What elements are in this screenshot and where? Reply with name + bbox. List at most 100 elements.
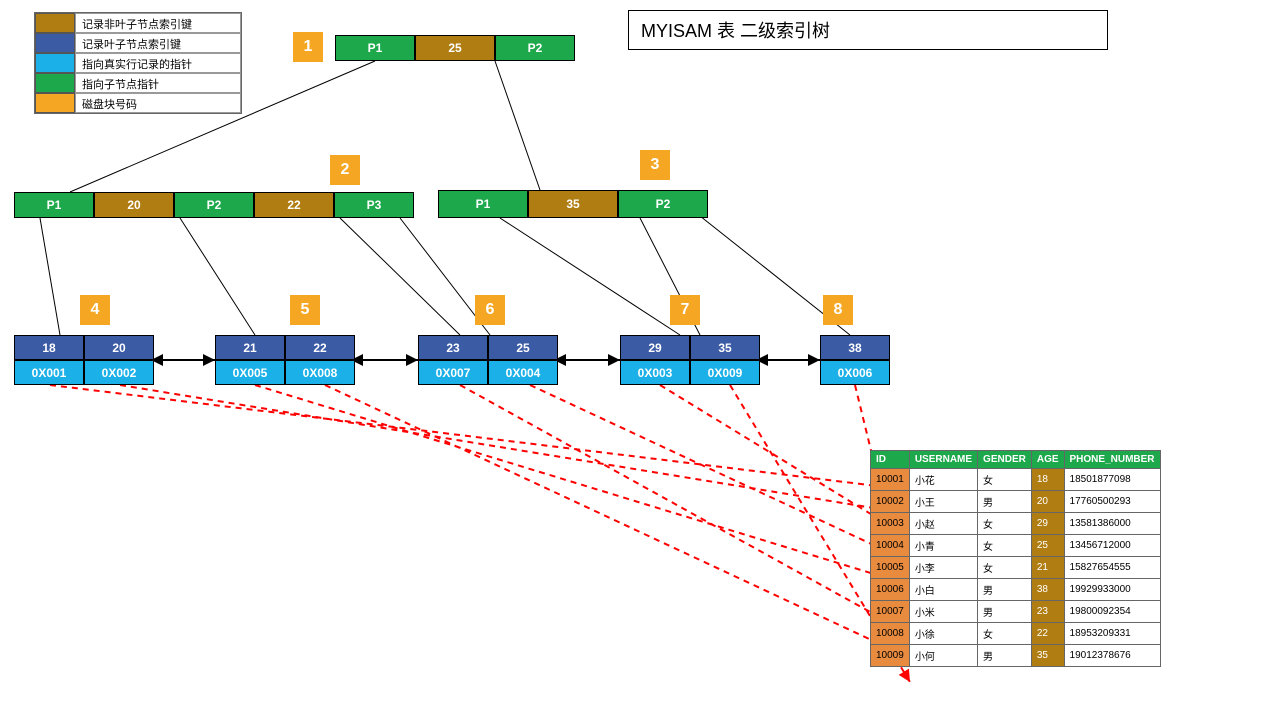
table-row: 10002小王男2017760500293: [871, 491, 1161, 513]
root-p1: P1: [335, 35, 415, 61]
table-cell: 小李: [909, 557, 977, 579]
data-table: IDUSERNAMEGENDERAGEPHONE_NUMBER10001小花女1…: [870, 450, 1161, 667]
table-cell: 男: [978, 601, 1032, 623]
block-label-8: 8: [823, 295, 853, 325]
table-cell: 22: [1031, 623, 1064, 645]
block-label-4: 4: [80, 295, 110, 325]
midL-p3: P3: [334, 192, 414, 218]
table-cell: 小徐: [909, 623, 977, 645]
table-cell: 10003: [871, 513, 910, 535]
leaf-key: 20: [84, 335, 154, 360]
table-row: 10001小花女1818501877098: [871, 469, 1161, 491]
block-label-2: 2: [330, 155, 360, 185]
leaf-key: 21: [215, 335, 285, 360]
leaf-ptr: 0X009: [690, 360, 760, 385]
table-header: GENDER: [978, 451, 1032, 469]
table-cell: 小花: [909, 469, 977, 491]
block-label-3: 3: [640, 150, 670, 180]
legend: 记录非叶子节点索引键记录叶子节点索引键指向真实行记录的指针指向子节点指针磁盘块号…: [34, 12, 242, 114]
table-cell: 19800092354: [1064, 601, 1160, 623]
leaf-node-7: 29350X0030X009: [620, 335, 760, 385]
table-cell: 女: [978, 469, 1032, 491]
table-header: USERNAME: [909, 451, 977, 469]
table-cell: 女: [978, 535, 1032, 557]
table-cell: 19929933000: [1064, 579, 1160, 601]
leaf-node-8: 380X006: [820, 335, 890, 385]
table-cell: 男: [978, 579, 1032, 601]
table-cell: 小王: [909, 491, 977, 513]
midR-k1: 35: [528, 190, 618, 218]
midL-p1: P1: [14, 192, 94, 218]
table-header: ID: [871, 451, 910, 469]
table-cell: 小赵: [909, 513, 977, 535]
leaf-ptr: 0X001: [14, 360, 84, 385]
table-row: 10004小青女2513456712000: [871, 535, 1161, 557]
leaf-key: 35: [690, 335, 760, 360]
midL-p2: P2: [174, 192, 254, 218]
table-cell: 10001: [871, 469, 910, 491]
leaf-key: 38: [820, 335, 890, 360]
table-header: AGE: [1031, 451, 1064, 469]
block-label-7: 7: [670, 295, 700, 325]
block-label-5: 5: [290, 295, 320, 325]
leaf-ptr: 0X005: [215, 360, 285, 385]
table-cell: 15827654555: [1064, 557, 1160, 579]
leaf-ptr: 0X004: [488, 360, 558, 385]
table-header: PHONE_NUMBER: [1064, 451, 1160, 469]
leaf-ptr: 0X003: [620, 360, 690, 385]
diagram-title: MYISAM 表 二级索引树: [628, 10, 1108, 50]
midR-p1: P1: [438, 190, 528, 218]
table-cell: 17760500293: [1064, 491, 1160, 513]
table-cell: 23: [1031, 601, 1064, 623]
leaf-ptr: 0X006: [820, 360, 890, 385]
table-cell: 19012378676: [1064, 645, 1160, 667]
table-cell: 18953209331: [1064, 623, 1160, 645]
table-cell: 女: [978, 623, 1032, 645]
midL-k1: 20: [94, 192, 174, 218]
internal-node-left: P120P222P3: [14, 192, 414, 218]
table-cell: 小青: [909, 535, 977, 557]
leaf-key: 22: [285, 335, 355, 360]
table-cell: 38: [1031, 579, 1064, 601]
root-p2: P2: [495, 35, 575, 61]
table-cell: 女: [978, 513, 1032, 535]
table-row: 10006小白男3819929933000: [871, 579, 1161, 601]
leaf-node-4: 18200X0010X002: [14, 335, 154, 385]
table-cell: 女: [978, 557, 1032, 579]
table-cell: 13581386000: [1064, 513, 1160, 535]
table-cell: 18: [1031, 469, 1064, 491]
table-cell: 29: [1031, 513, 1064, 535]
root-node: P125P2: [335, 35, 575, 61]
table-row: 10003小赵女2913581386000: [871, 513, 1161, 535]
table-cell: 13456712000: [1064, 535, 1160, 557]
table-cell: 18501877098: [1064, 469, 1160, 491]
table-cell: 10005: [871, 557, 910, 579]
leaf-ptr: 0X008: [285, 360, 355, 385]
internal-node-right: P135P2: [438, 190, 708, 218]
leaf-node-6: 23250X0070X004: [418, 335, 558, 385]
block-label-1: 1: [293, 32, 323, 62]
leaf-node-5: 21220X0050X008: [215, 335, 355, 385]
table-cell: 10004: [871, 535, 910, 557]
table-cell: 10009: [871, 645, 910, 667]
table-row: 10005小李女2115827654555: [871, 557, 1161, 579]
leaf-ptr: 0X002: [84, 360, 154, 385]
leaf-key: 23: [418, 335, 488, 360]
table-cell: 小何: [909, 645, 977, 667]
table-cell: 10006: [871, 579, 910, 601]
table-cell: 10002: [871, 491, 910, 513]
root-key: 25: [415, 35, 495, 61]
leaf-key: 18: [14, 335, 84, 360]
leaf-ptr: 0X007: [418, 360, 488, 385]
table-row: 10008小徐女2218953209331: [871, 623, 1161, 645]
table-cell: 21: [1031, 557, 1064, 579]
leaf-key: 25: [488, 335, 558, 360]
block-label-6: 6: [475, 295, 505, 325]
table-cell: 男: [978, 491, 1032, 513]
table-cell: 小白: [909, 579, 977, 601]
table-cell: 25: [1031, 535, 1064, 557]
table-cell: 35: [1031, 645, 1064, 667]
table-cell: 20: [1031, 491, 1064, 513]
midR-p2: P2: [618, 190, 708, 218]
table-cell: 10007: [871, 601, 910, 623]
